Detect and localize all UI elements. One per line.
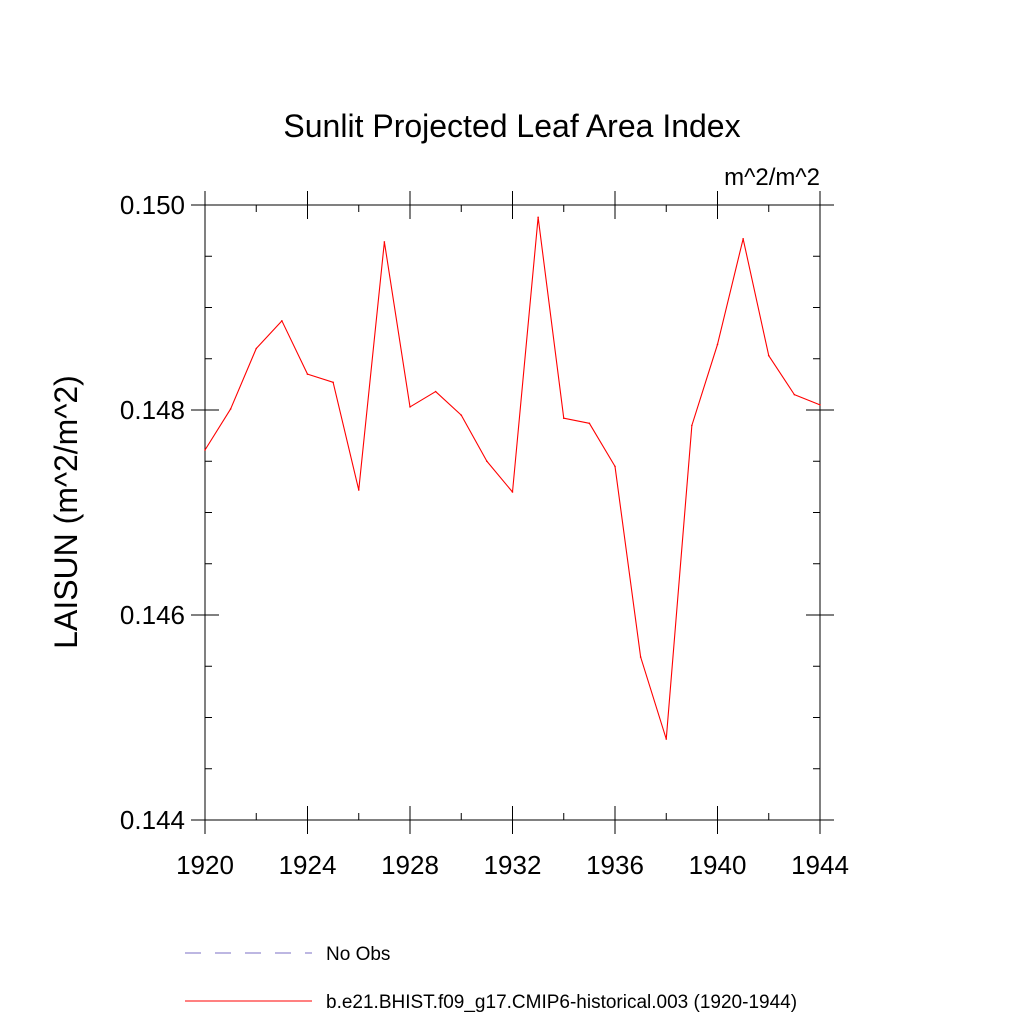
x-tick-label: 1940	[689, 850, 747, 880]
series-line	[204, 216, 821, 740]
data-point	[691, 424, 693, 427]
x-tick-labels: 1920 1924 1928 1932 1936 1940 1944	[176, 850, 849, 880]
data-point	[742, 238, 744, 240]
data-point	[434, 390, 437, 393]
data-point	[588, 422, 591, 425]
data-point	[204, 449, 206, 451]
y-tick-labels: 0.144 0.146 0.148 0.150	[120, 190, 185, 835]
data-point	[255, 347, 258, 350]
data-point	[306, 373, 309, 375]
x-tick-label: 1936	[586, 850, 644, 880]
y-tick-label: 0.150	[120, 190, 185, 220]
data-point	[665, 738, 668, 740]
data-point	[767, 354, 770, 357]
x-tick-label: 1924	[279, 850, 337, 880]
data-point	[281, 320, 283, 322]
data-point	[229, 408, 232, 410]
data-point	[357, 489, 360, 491]
data-point	[460, 414, 463, 416]
data-point	[614, 465, 616, 468]
data-point	[486, 460, 488, 463]
data-point	[511, 491, 514, 493]
x-tick-label: 1928	[381, 850, 439, 880]
units-label: m^2/m^2	[724, 164, 820, 191]
series-layer	[204, 216, 821, 740]
y-tick-label: 0.146	[120, 600, 185, 630]
data-point	[639, 656, 642, 658]
plot-frame	[204, 204, 821, 821]
chart-title: Sunlit Projected Leaf Area Index	[283, 108, 740, 144]
y-tick-label: 0.144	[120, 805, 185, 835]
data-point	[716, 343, 719, 346]
data-point	[793, 393, 796, 396]
y-axis-label: LAISUN (m^2/m^2)	[48, 375, 84, 649]
data-point	[537, 216, 539, 219]
data-point	[332, 381, 334, 384]
data-point	[819, 404, 821, 406]
minor-ticks	[204, 204, 821, 821]
y-tick-label: 0.148	[120, 395, 185, 425]
x-tick-label: 1944	[791, 850, 849, 880]
x-tick-label: 1932	[484, 850, 542, 880]
data-point	[383, 241, 386, 243]
data-point	[409, 406, 411, 408]
legend: No Obs b.e21.BHIST.f09_g17.CMIP6-historic…	[185, 944, 797, 1013]
legend-label: No Obs	[326, 944, 390, 965]
major-ticks	[191, 191, 834, 834]
legend-label: b.e21.BHIST.f09_g17.CMIP6-historical.003…	[326, 992, 797, 1013]
data-point	[562, 417, 565, 420]
x-tick-label: 1920	[176, 850, 234, 880]
